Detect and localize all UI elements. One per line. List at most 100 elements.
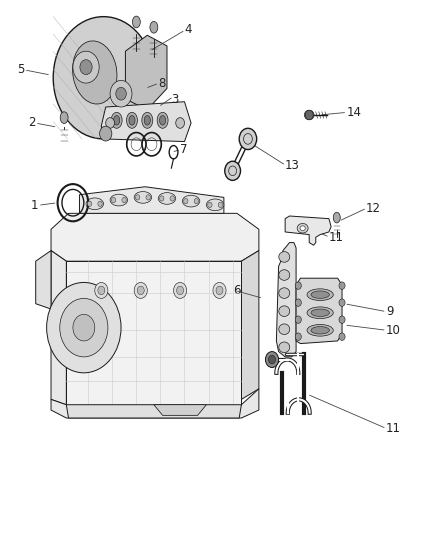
Text: 14: 14 <box>346 106 360 119</box>
Polygon shape <box>125 35 166 110</box>
Ellipse shape <box>86 198 103 209</box>
Ellipse shape <box>278 288 289 298</box>
Circle shape <box>294 333 300 341</box>
Circle shape <box>294 299 300 306</box>
Circle shape <box>170 196 174 201</box>
Circle shape <box>146 195 150 200</box>
Ellipse shape <box>310 327 328 334</box>
Text: 8: 8 <box>158 77 165 90</box>
Ellipse shape <box>126 112 137 128</box>
Circle shape <box>95 282 108 298</box>
Ellipse shape <box>158 192 175 204</box>
Ellipse shape <box>304 110 313 120</box>
Polygon shape <box>51 389 258 418</box>
Ellipse shape <box>278 252 289 262</box>
Text: 1: 1 <box>30 199 38 212</box>
Circle shape <box>46 282 121 373</box>
Polygon shape <box>276 243 295 357</box>
Ellipse shape <box>206 199 223 211</box>
Circle shape <box>338 282 344 289</box>
Ellipse shape <box>306 289 332 301</box>
Circle shape <box>135 195 140 200</box>
Circle shape <box>183 198 187 204</box>
Circle shape <box>80 60 92 75</box>
Circle shape <box>338 299 344 306</box>
Polygon shape <box>51 213 258 261</box>
Polygon shape <box>241 251 258 399</box>
Polygon shape <box>295 278 341 344</box>
Circle shape <box>224 161 240 180</box>
Polygon shape <box>51 251 66 405</box>
Ellipse shape <box>132 16 140 28</box>
Circle shape <box>53 17 153 139</box>
Circle shape <box>175 118 184 128</box>
Circle shape <box>215 286 223 295</box>
Circle shape <box>218 202 222 207</box>
Ellipse shape <box>111 112 122 128</box>
Polygon shape <box>66 261 241 405</box>
Text: 11: 11 <box>385 422 400 435</box>
Ellipse shape <box>72 41 117 104</box>
Circle shape <box>87 201 92 206</box>
Ellipse shape <box>129 116 135 125</box>
Circle shape <box>137 286 144 295</box>
Circle shape <box>98 201 102 206</box>
Circle shape <box>265 352 278 368</box>
Ellipse shape <box>297 223 307 233</box>
Ellipse shape <box>310 291 328 298</box>
Ellipse shape <box>157 112 168 128</box>
Ellipse shape <box>299 226 304 231</box>
Circle shape <box>99 126 112 141</box>
Circle shape <box>294 316 300 324</box>
Text: 11: 11 <box>328 231 343 244</box>
Circle shape <box>98 286 105 295</box>
Text: 2: 2 <box>28 117 35 130</box>
Circle shape <box>111 197 116 203</box>
Circle shape <box>268 356 275 364</box>
Circle shape <box>73 51 99 83</box>
Circle shape <box>73 314 95 341</box>
Ellipse shape <box>278 306 289 317</box>
Circle shape <box>294 282 300 289</box>
Circle shape <box>176 286 183 295</box>
Circle shape <box>212 282 226 298</box>
Ellipse shape <box>144 116 150 125</box>
Circle shape <box>134 282 147 298</box>
Ellipse shape <box>310 309 328 317</box>
Polygon shape <box>66 405 241 418</box>
Circle shape <box>110 80 132 107</box>
Ellipse shape <box>278 270 289 280</box>
Text: 9: 9 <box>385 305 392 318</box>
Circle shape <box>338 316 344 324</box>
Circle shape <box>304 110 312 120</box>
Text: 13: 13 <box>285 159 299 172</box>
Ellipse shape <box>113 116 120 125</box>
Circle shape <box>194 198 198 204</box>
Text: 5: 5 <box>18 63 25 76</box>
Circle shape <box>173 282 186 298</box>
Text: 12: 12 <box>365 201 380 214</box>
Circle shape <box>116 87 126 100</box>
Text: 10: 10 <box>385 324 400 337</box>
Circle shape <box>207 202 212 207</box>
Circle shape <box>122 197 126 203</box>
Text: 3: 3 <box>171 93 178 106</box>
Ellipse shape <box>278 324 289 335</box>
Ellipse shape <box>306 307 332 319</box>
Ellipse shape <box>150 21 157 33</box>
Ellipse shape <box>278 342 289 353</box>
Ellipse shape <box>182 195 199 207</box>
Ellipse shape <box>306 325 332 336</box>
Polygon shape <box>101 102 191 142</box>
Circle shape <box>60 298 108 357</box>
Ellipse shape <box>134 191 151 203</box>
Circle shape <box>338 333 344 341</box>
Ellipse shape <box>159 116 165 125</box>
Polygon shape <box>35 251 51 309</box>
Circle shape <box>106 118 114 128</box>
Text: 4: 4 <box>184 23 191 36</box>
Ellipse shape <box>332 212 339 223</box>
Text: 7: 7 <box>180 143 187 156</box>
Polygon shape <box>285 216 330 245</box>
Ellipse shape <box>60 112 68 124</box>
